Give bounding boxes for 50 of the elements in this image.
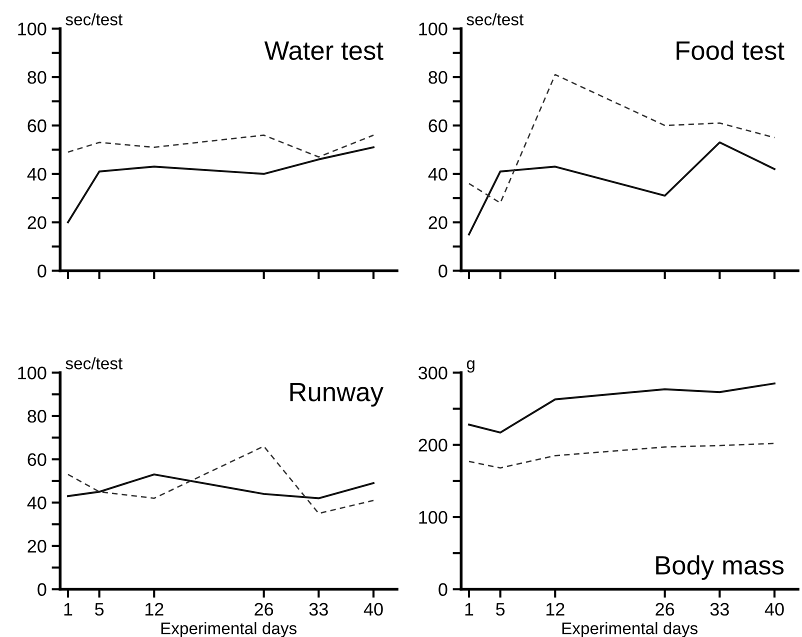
y-tick-label: 40 — [428, 168, 448, 181]
line-series — [67, 134, 374, 158]
y-tick-label: 20 — [28, 216, 46, 230]
y-tick-label: 0 — [38, 264, 46, 278]
y-tick-label: 40 — [27, 496, 46, 510]
y-axis-title: sec/test — [466, 13, 524, 26]
y-tick-label: 300 — [418, 366, 448, 380]
y-axis-title: g — [466, 360, 474, 373]
x-tick-label: 40 — [364, 602, 383, 616]
chart-title: Runway — [290, 382, 384, 407]
line-series — [67, 473, 374, 500]
y-tick-label: 80 — [28, 410, 46, 423]
line-series — [468, 141, 776, 236]
y-tick-label: 80 — [28, 71, 46, 84]
x-tick-label: 40 — [764, 602, 784, 616]
y-tick-label: 200 — [418, 438, 448, 452]
y-axis-title: sec/test — [66, 13, 123, 26]
y-tick-label: 100 — [18, 366, 46, 380]
y-tick-label: 60 — [28, 453, 46, 466]
y-tick-label: 40 — [27, 168, 46, 181]
y-tick-label: 0 — [438, 264, 448, 278]
line-series — [67, 146, 374, 224]
x-tick-label: 12 — [145, 602, 164, 616]
y-tick-label: 0 — [38, 583, 46, 596]
line-series — [468, 74, 776, 204]
y-axis-title: sec/test — [66, 357, 123, 370]
y-tick-label: 20 — [28, 540, 46, 553]
x-tick-label: 1 — [465, 603, 474, 616]
line-series — [468, 382, 776, 434]
y-tick-label: 0 — [438, 583, 448, 596]
line-series — [67, 446, 374, 514]
x-tick-label: 5 — [496, 603, 505, 616]
y-tick-label: 80 — [428, 71, 448, 84]
text: Body mass — [656, 555, 784, 580]
x-tick-label: 26 — [254, 602, 274, 616]
x-tick-label: 1 — [64, 603, 72, 616]
x-tick-label: 12 — [546, 602, 564, 616]
y-tick-label: 60 — [428, 119, 448, 132]
line-series — [468, 442, 776, 469]
chart-title: Food test — [676, 40, 784, 60]
y-tick-label: 60 — [28, 119, 46, 132]
y-tick-label: 20 — [428, 216, 448, 230]
x-tick-label: 26 — [656, 602, 674, 616]
y-tick-label: 100 — [419, 22, 448, 36]
x-tick-label: 33 — [710, 602, 729, 616]
x-tick-label: 5 — [95, 603, 104, 616]
x-tick-label: 33 — [309, 602, 328, 616]
chart-title: Water test — [264, 42, 384, 60]
y-tick-label: 100 — [18, 22, 46, 36]
y-tick-label: 100 — [419, 510, 448, 524]
